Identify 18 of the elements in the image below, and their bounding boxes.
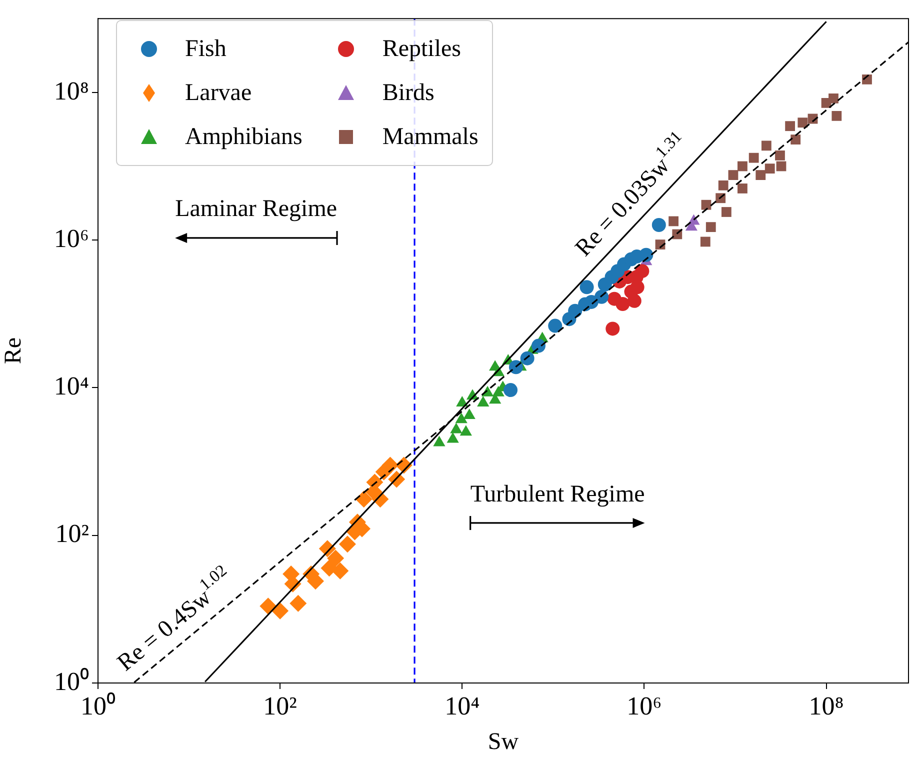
legend-label: Larvae bbox=[185, 80, 252, 106]
y-axis-title: Re bbox=[0, 337, 27, 364]
x-tick-label: 10⁴ bbox=[444, 691, 480, 720]
legend-label: Fish bbox=[185, 36, 226, 62]
x-tick-label: 10² bbox=[263, 691, 298, 720]
legend-label: Mammals bbox=[382, 124, 478, 150]
legend-label: Amphibians bbox=[185, 124, 302, 150]
y-tick-label: 10² bbox=[55, 519, 90, 548]
legend-label: Reptiles bbox=[382, 36, 461, 62]
x-axis-title: Sw bbox=[488, 728, 520, 755]
x-tick-label: 10⁸ bbox=[808, 691, 844, 720]
annotation: Turbulent Regime bbox=[470, 481, 645, 508]
y-tick-label: 10⁸ bbox=[54, 76, 89, 106]
x-tick-label: 10⁶ bbox=[626, 691, 662, 720]
y-tick-label: 10⁶ bbox=[54, 224, 89, 253]
annotation: Laminar Regime bbox=[175, 196, 338, 222]
legend-label: Birds bbox=[382, 80, 434, 106]
y-tick-label: 10⁴ bbox=[54, 372, 89, 401]
